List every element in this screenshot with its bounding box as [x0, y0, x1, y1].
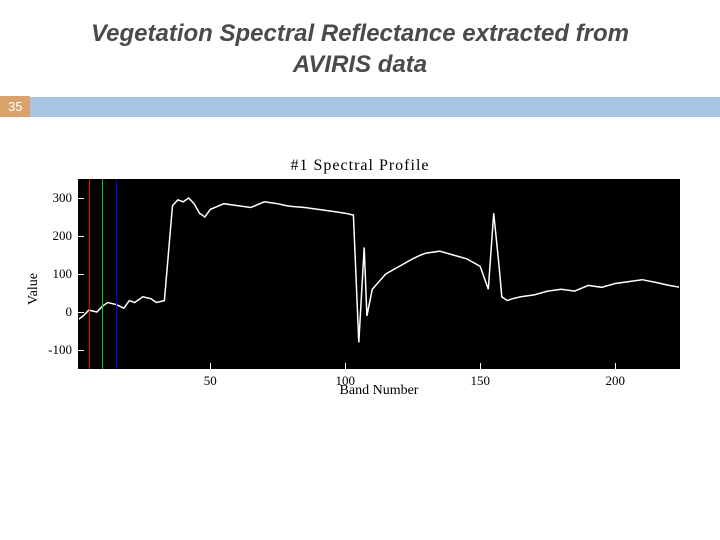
xtick-mark [345, 363, 346, 369]
spectral-chart: #1 Spectral Profile Value Band Number -1… [30, 157, 690, 399]
page-number-badge: 35 [0, 96, 30, 117]
xtick-mark [615, 363, 616, 369]
ytick-mark [78, 274, 84, 275]
ytick-label: 300 [53, 190, 73, 206]
chart-title: #1 Spectral Profile [30, 157, 690, 175]
xtick-label: 150 [470, 373, 490, 389]
xtick-label: 100 [336, 373, 356, 389]
y-axis-label: Value [26, 273, 42, 305]
title-line-1: Vegetation Spectral Reflectance extracte… [91, 20, 629, 47]
slide-title: Vegetation Spectral Reflectance extracte… [0, 0, 720, 90]
ytick-mark [78, 312, 84, 313]
vertical-marker [116, 179, 117, 369]
xtick-mark [480, 363, 481, 369]
ytick-mark [78, 198, 84, 199]
accent-bar [30, 97, 720, 117]
vertical-marker [102, 179, 103, 369]
ytick-label: -100 [48, 342, 72, 358]
xtick-label: 200 [605, 373, 625, 389]
chart-frame: Value Band Number -100010020030050100150… [78, 179, 680, 399]
title-line-2: AVIRIS data [293, 51, 427, 78]
vertical-marker [89, 179, 90, 369]
ytick-label: 100 [53, 266, 73, 282]
indicator-row: 35 [0, 96, 720, 117]
xtick-mark [210, 363, 211, 369]
ytick-mark [78, 350, 84, 351]
ytick-mark [78, 236, 84, 237]
xtick-label: 50 [204, 373, 217, 389]
ytick-label: 200 [53, 228, 73, 244]
plot-border [78, 179, 680, 369]
ytick-label: 0 [66, 304, 73, 320]
